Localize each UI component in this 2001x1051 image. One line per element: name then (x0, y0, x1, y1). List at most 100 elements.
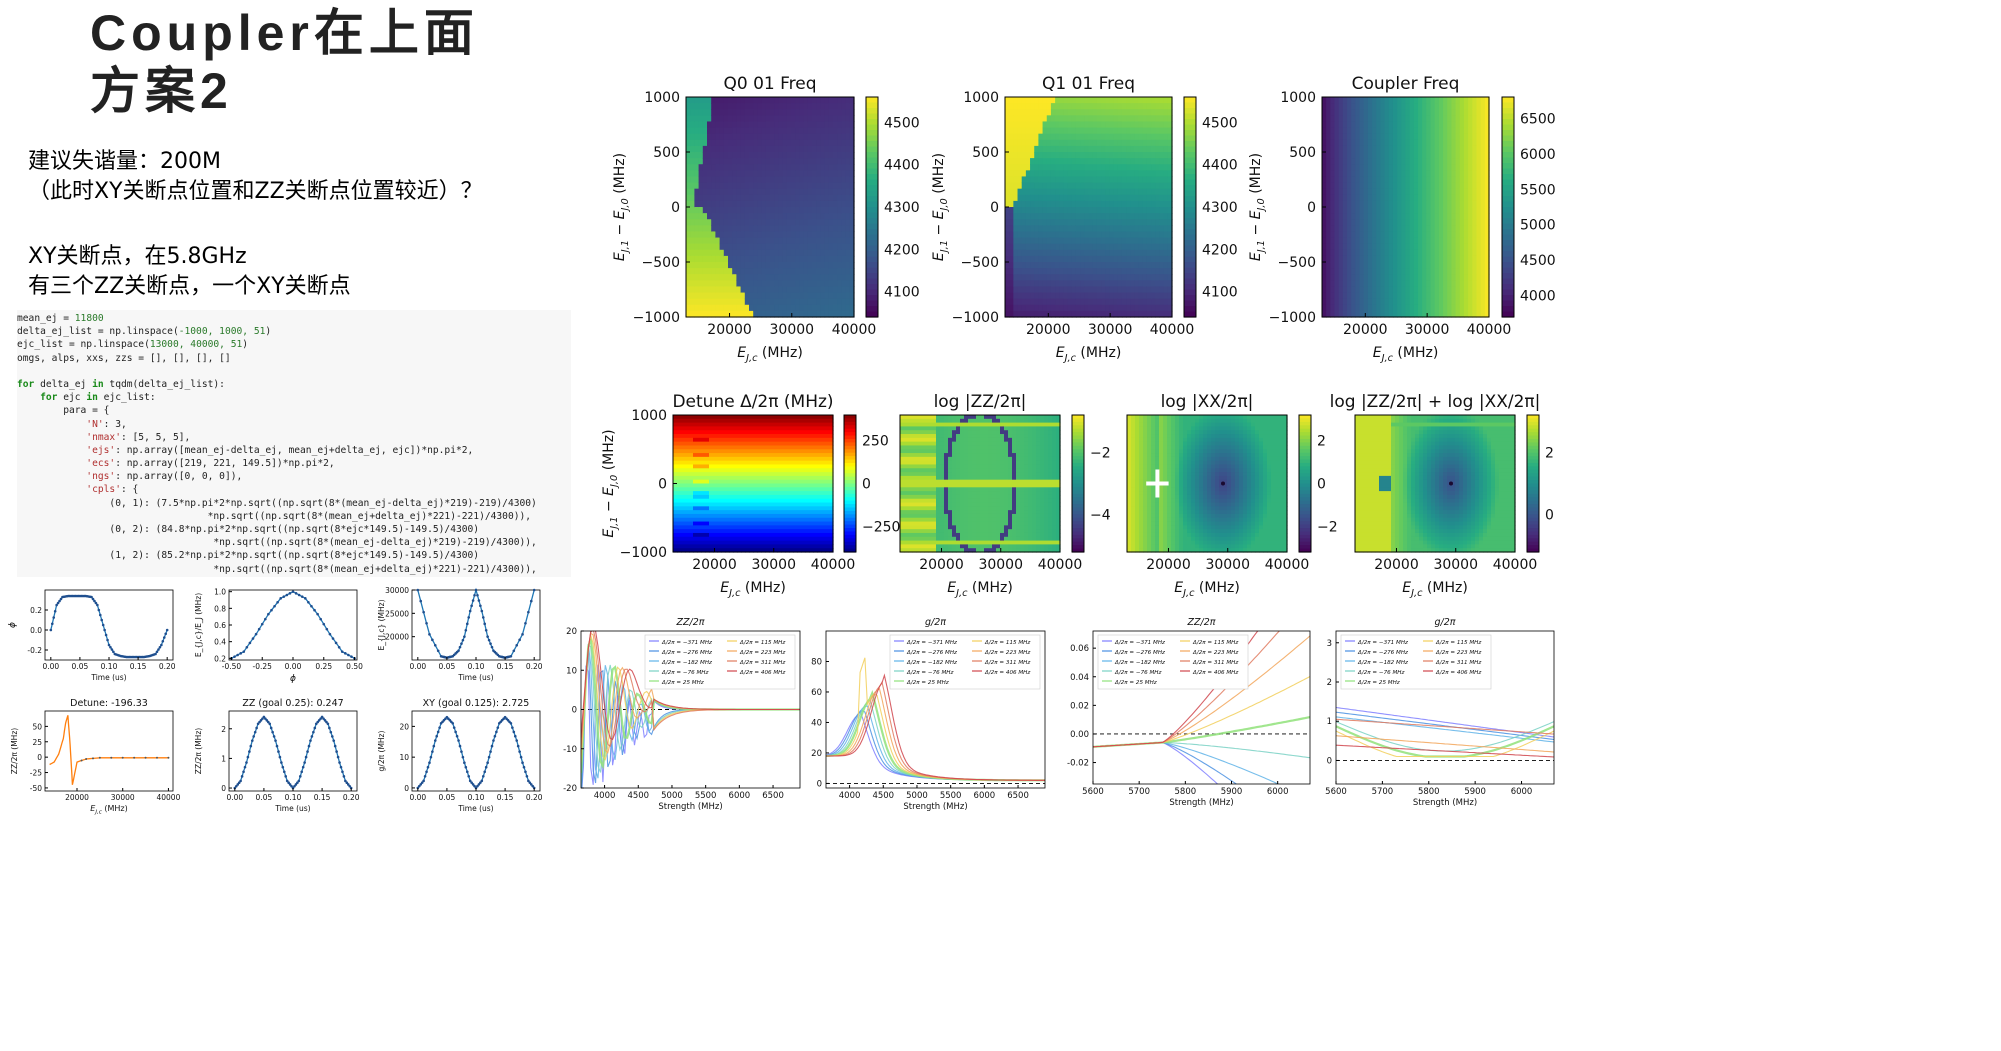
heatmap-cell (770, 255, 775, 263)
heatmap-cell (1121, 97, 1127, 104)
heatmap-cell (1167, 158, 1173, 165)
heatmap-cell (1334, 121, 1340, 129)
heatmap-cell (1322, 219, 1327, 226)
heatmap-cell (803, 127, 809, 135)
heatmap-cell (1359, 127, 1365, 135)
heatmap-cell (694, 194, 700, 202)
heatmap-cell (1159, 280, 1165, 288)
heatmap-cell (778, 213, 784, 220)
heatmap-cell (837, 304, 842, 312)
heatmap-cell (690, 115, 695, 123)
heatmap-cell (791, 121, 796, 129)
heatmap-cell (1046, 133, 1052, 141)
colorbar-cell (1184, 102, 1196, 109)
colorbar-cell (1184, 251, 1196, 258)
heatmap-cell (1117, 133, 1123, 141)
heatmap-cell (1409, 109, 1415, 116)
heatmap-cell (1063, 121, 1069, 129)
heatmap-cell (1142, 255, 1148, 263)
heatmap-cell (1088, 97, 1094, 104)
heatmap-cell (1480, 127, 1486, 135)
heatmap-cell (749, 231, 754, 239)
heatmap-cell (681, 548, 686, 553)
heatmap-cell (1351, 103, 1356, 110)
heatmap-cell (681, 449, 686, 454)
heatmap-cell (828, 127, 834, 135)
heatmap-cell (1130, 194, 1136, 202)
heatmap-cell (1142, 207, 1148, 214)
heatmap-cell (1397, 231, 1402, 239)
heatmap-cell (837, 219, 842, 226)
heatmap-cell (715, 182, 721, 190)
heatmap-cell (1067, 182, 1073, 190)
heatmap-cell (728, 170, 733, 178)
heatmap-cell (1138, 231, 1144, 239)
heatmap-cell (697, 472, 702, 477)
heatmap-cell (689, 468, 694, 473)
heatmap-cell (833, 176, 838, 184)
heatmap-cell (698, 194, 704, 202)
heatmap-cell (1330, 164, 1336, 171)
heatmap-cell (1063, 182, 1069, 190)
heatmap-cell (753, 121, 758, 129)
heatmap-cell (1071, 139, 1077, 147)
colorbar-cell (1502, 157, 1514, 164)
heatmap-cell (749, 109, 754, 116)
heatmap-cell (1459, 292, 1465, 300)
heatmap-cell (1372, 286, 1377, 294)
heatmap-cell (1063, 145, 1069, 153)
heatmap-cell (1338, 200, 1344, 208)
heatmap-cell (820, 268, 826, 275)
heatmap-cell (1334, 286, 1340, 294)
heatmap-cell (824, 255, 830, 263)
heatmap-cell (717, 513, 722, 519)
heatmap-cell (698, 176, 704, 184)
heatmap-cell (833, 213, 838, 220)
heatmap-cell (1401, 158, 1407, 165)
heatmap-cell (1025, 176, 1031, 184)
heatmap-cell (1322, 200, 1327, 208)
heatmap-cell (1013, 127, 1019, 135)
heatmap-cell (1384, 292, 1390, 300)
heatmap-cell (701, 498, 706, 504)
heatmap-cell (1113, 255, 1119, 263)
heatmap-cell (1447, 145, 1453, 153)
heatmap-cell (1330, 310, 1336, 318)
heatmap-cell (1088, 145, 1094, 153)
heatmap-cell (1025, 249, 1031, 257)
heatmap-cell (1330, 139, 1336, 147)
heatmap-cell (705, 544, 710, 549)
heatmap-cell (707, 188, 712, 196)
heatmap-cell (795, 188, 800, 196)
heatmap-cell (740, 97, 746, 104)
heatmap-cell (1418, 255, 1423, 263)
heatmap-cell (837, 310, 842, 318)
heatmap-cell (1322, 158, 1327, 165)
heatmap-cell (807, 121, 813, 129)
heatmap-cell (689, 441, 694, 447)
heatmap-cell (1347, 262, 1352, 269)
heatmap-cell (1480, 164, 1486, 171)
heatmap-cell (697, 548, 702, 553)
heatmap-cell (698, 127, 704, 135)
heatmap-cell (761, 194, 767, 202)
heatmap-cell (736, 158, 742, 165)
heatmap-cell (1034, 164, 1039, 171)
heatmap-cell (715, 139, 721, 147)
heatmap-cell (1426, 304, 1432, 312)
heatmap-cell (723, 145, 729, 153)
heatmap-cell (1351, 262, 1356, 269)
heatmap-cell (1030, 139, 1035, 147)
heatmap-cell (803, 176, 809, 184)
heatmap-cell (1342, 109, 1348, 116)
heatmap-cell (799, 310, 805, 318)
heatmap-cell (1059, 164, 1065, 171)
heatmap-cell (1451, 139, 1457, 147)
heatmap-cell (1050, 225, 1056, 233)
heatmap-cell (816, 164, 821, 171)
heatmap-cell (715, 268, 721, 275)
heatmap-cell (1468, 243, 1473, 251)
heatmap-cell (1380, 152, 1386, 159)
heatmap-cell (791, 310, 796, 318)
heatmap-cell (791, 176, 796, 184)
